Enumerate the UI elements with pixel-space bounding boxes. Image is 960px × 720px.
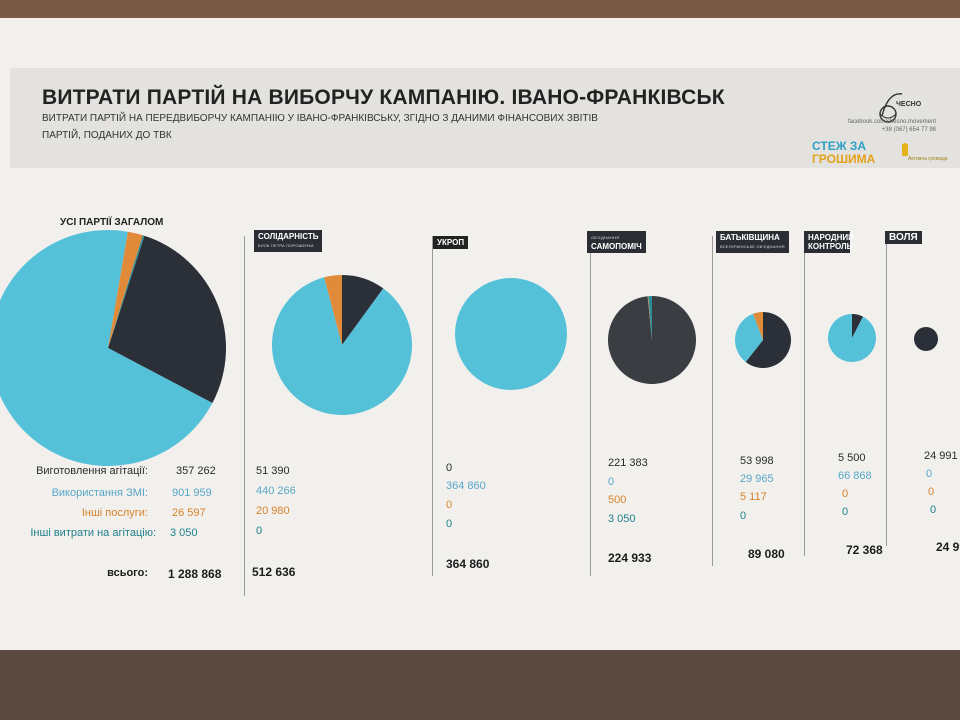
value-cell: 364 860 [446, 480, 486, 492]
party-label-batkivshchyna: БАТЬКІВЩИНА ВСЕУКРАЇНСЬКЕ ОБ'ЄДНАННЯ [716, 231, 789, 253]
all-parties-label: УСІ ПАРТІЇ ЗАГАЛОМ [60, 217, 164, 228]
value-cell: 0 [740, 510, 747, 522]
total-cell: 24 991 [936, 540, 960, 554]
column-divider [886, 236, 887, 546]
brand-facebook: facebook.com/chesno.movement [847, 119, 936, 125]
value-cell: 5 500 [838, 452, 866, 464]
column-divider [712, 236, 713, 566]
pie-slice [914, 327, 938, 351]
value-cell: 0 [446, 518, 453, 530]
value-cell: 500 [608, 494, 627, 506]
column-divider [244, 236, 245, 596]
value-cell: 26 597 [172, 507, 206, 519]
value-cell: 221 383 [608, 457, 648, 469]
value-cell: 0 [256, 525, 263, 537]
pie-slice [647, 296, 652, 340]
total-cell: 364 860 [446, 557, 490, 571]
pie-slice [272, 277, 413, 415]
total-cell: 72 368 [846, 543, 883, 557]
pie-slice [735, 313, 763, 362]
row-label-total: всього: [107, 567, 148, 579]
pie-slice [455, 278, 567, 390]
pie-slice [342, 275, 384, 345]
stezh-logo: СТЕЖ ЗА ГРОШИМА [812, 140, 892, 166]
value-cell: 0 [446, 462, 453, 474]
brand-contacts: facebook.com/chesno.movement +38 (067) 6… [826, 118, 936, 134]
pie-slice [108, 235, 145, 348]
party-label-samopomich: ОБ'ЄДНАННЯ САМОПОМІЧ [587, 231, 646, 253]
gromada-label: Активна громада [908, 156, 948, 162]
value-cell: 0 [928, 486, 935, 498]
value-cell: 3 050 [608, 513, 636, 525]
party-name: ВОЛЯ [889, 232, 918, 243]
total-cell: 512 636 [252, 565, 296, 579]
value-cell: 901 959 [172, 487, 212, 499]
party-name: НАРОДНИЙ КОНТРОЛЬ [808, 233, 854, 251]
pie-slice [607, 296, 696, 385]
chesno-logo-icon [879, 93, 903, 123]
page-subtitle: ВИТРАТИ ПАРТІЙ НА ПЕРЕДВИБОРЧУ КАМПАНІЮ … [42, 113, 598, 141]
party-label-ukrop: УКРОП [433, 236, 469, 249]
party-sub: ОБ'ЄДНАННЯ [591, 235, 620, 240]
party-sub: БЛОК ПЕТРА ПОРОШЕНКА [258, 243, 314, 248]
pie-slice [324, 275, 342, 345]
party-name: БАТЬКІВЩИНА [720, 233, 780, 242]
column-divider [804, 236, 805, 556]
pie-slice [852, 314, 864, 338]
value-cell: 0 [930, 504, 937, 516]
brand-phone: +38 (067) 654 77 98 [881, 127, 936, 133]
value-cell: 440 266 [256, 485, 296, 497]
gromada-logo-icon [902, 143, 908, 156]
value-cell: 29 965 [740, 473, 774, 485]
value-cell: 51 390 [256, 465, 290, 477]
total-cell: 224 933 [608, 551, 652, 565]
party-name: САМОПОМІЧ [591, 242, 642, 251]
value-cell: 3 050 [170, 527, 198, 539]
pie-slice [753, 312, 763, 340]
page-title: ВИТРАТИ ПАРТІЙ НА ВИБОРЧУ КАМПАНІЮ. ІВАН… [42, 86, 725, 109]
stezh-line2: ГРОШИМА [812, 152, 876, 166]
stezh-line1: СТЕЖ ЗА [812, 139, 867, 153]
pie-slice [108, 231, 143, 348]
background-bottom [0, 650, 960, 720]
column-divider [590, 236, 591, 576]
value-cell: 20 980 [256, 505, 290, 517]
total-cell: 89 080 [748, 547, 785, 561]
value-cell: 357 262 [176, 465, 216, 477]
value-cell: 66 868 [838, 470, 872, 482]
party-sub: ВСЕУКРАЇНСЬКЕ ОБ'ЄДНАННЯ [720, 244, 785, 249]
value-cell: 53 998 [740, 455, 774, 467]
party-label-volya: ВОЛЯ [885, 231, 922, 244]
row-label-media: Використання ЗМІ: [51, 487, 148, 499]
header-band [10, 68, 960, 168]
column-divider [432, 236, 433, 576]
value-cell: 0 [842, 506, 849, 518]
party-name: СОЛІДАРНІСТЬ [258, 232, 319, 241]
pie-slice [0, 230, 213, 466]
total-cell: 1 288 868 [168, 567, 222, 581]
pie-slice [745, 312, 791, 369]
party-label-narodnyi-kontrol: НАРОДНИЙ КОНТРОЛЬ [804, 231, 854, 253]
value-cell: 0 [608, 476, 615, 488]
pie-slice [108, 235, 227, 404]
value-cell: 24 991 [924, 450, 958, 462]
brand-name: ЧЕСНО [896, 101, 922, 108]
value-cell: 0 [446, 499, 453, 511]
value-cell: 0 [842, 488, 849, 500]
row-label-agitation: Виготовлення агітації: [36, 465, 148, 477]
party-name: УКРОП [437, 238, 465, 247]
value-cell: 5 117 [740, 491, 767, 503]
pie-slice [648, 296, 652, 340]
row-label-other: Інші витрати на агітацію: [30, 527, 156, 539]
pie-slice [828, 314, 877, 363]
value-cell: 0 [926, 468, 933, 480]
row-label-services: Інші послуги: [81, 507, 148, 519]
party-label-solidarnist: СОЛІДАРНІСТЬ БЛОК ПЕТРА ПОРОШЕНКА [254, 230, 323, 252]
